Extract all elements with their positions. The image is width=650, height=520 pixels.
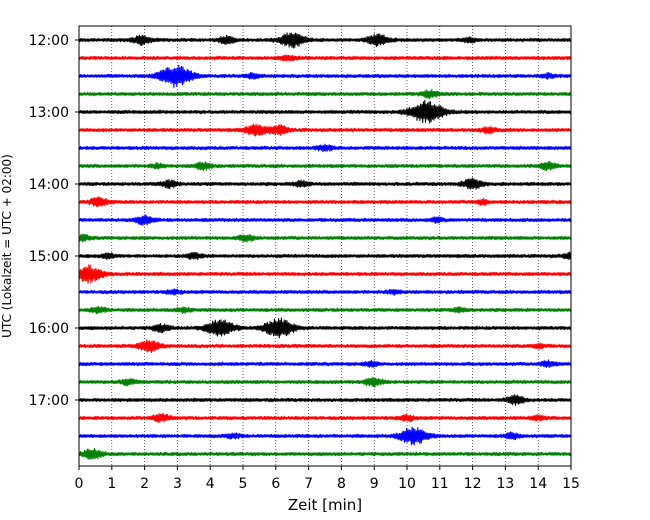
- x-tick-label-14: 14: [529, 476, 547, 492]
- x-tick-label-0: 0: [75, 476, 84, 492]
- x-tick-label-7: 7: [304, 476, 313, 492]
- trace-11: [78, 233, 572, 243]
- x-tick-label-2: 2: [140, 476, 149, 492]
- x-tick-label-3: 3: [173, 476, 182, 492]
- trace-14: [78, 288, 572, 296]
- vertical-grid: [111, 26, 539, 466]
- x-tick-label-11: 11: [431, 476, 449, 492]
- trace-19: [78, 376, 572, 388]
- trace-12: [78, 251, 572, 261]
- x-tick-label-8: 8: [337, 476, 346, 492]
- trace-13: [78, 264, 572, 284]
- x-tick-label-5: 5: [239, 476, 248, 492]
- y-tick-label-4: 16:00: [29, 321, 69, 337]
- x-tick-label-15: 15: [562, 476, 580, 492]
- trace-22: [78, 426, 572, 446]
- y-tick-label-0: 12:00: [29, 33, 69, 49]
- trace-9: [78, 196, 572, 208]
- x-tick-label-4: 4: [206, 476, 215, 492]
- trace-1: [78, 54, 572, 62]
- y-tick-label-3: 15:00: [29, 249, 69, 265]
- trace-17: [78, 339, 572, 354]
- x-tick-label-9: 9: [370, 476, 379, 492]
- x-tick-label-6: 6: [271, 476, 280, 492]
- trace-10: [78, 214, 572, 226]
- y-tick-label-1: 13:00: [29, 105, 69, 121]
- trace-20: [78, 394, 572, 406]
- x-tick-label-10: 10: [398, 476, 416, 492]
- x-axis-ticks: 0 1 2 3 4 5 6 7 8 9 10 11 12 13 14 15: [75, 466, 580, 492]
- trace-7: [78, 160, 572, 172]
- trace-18: [78, 359, 572, 368]
- trace-15: [78, 306, 572, 315]
- trace-3: [78, 88, 572, 100]
- trace-16: [78, 317, 572, 339]
- trace-8: [78, 177, 572, 190]
- seismic-traces: [78, 32, 572, 460]
- y-axis-ticks: 12:00 13:00 14:00 15:00 16:00 17:00: [29, 33, 79, 409]
- plot-frame: [78, 25, 572, 467]
- x-tick-label-1: 1: [107, 476, 116, 492]
- y-tick-label-5: 17:00: [29, 393, 69, 409]
- x-axis-label: Zeit [min]: [288, 496, 362, 514]
- trace-6: [78, 143, 572, 153]
- x-tick-label-13: 13: [496, 476, 514, 492]
- trace-21: [78, 413, 572, 423]
- trace-23: [78, 448, 572, 460]
- y-axis-label: UTC (Lokalzeit = UTC + 02:00): [0, 154, 14, 338]
- trace-0: [78, 32, 572, 49]
- trace-4: [78, 99, 572, 124]
- x-tick-label-12: 12: [464, 476, 482, 492]
- y-tick-label-2: 14:00: [29, 177, 69, 193]
- trace-2: [78, 64, 572, 88]
- trace-5: [78, 123, 572, 137]
